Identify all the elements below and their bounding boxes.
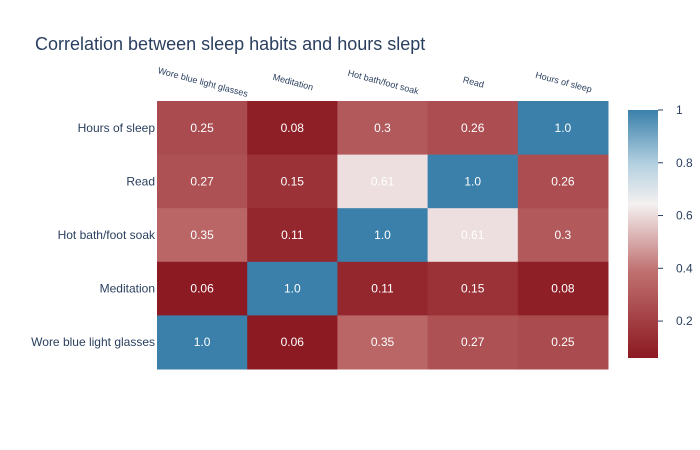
y-axis-tick-labels: Hours of sleep Read Hot bath/foot soak Medi… [31, 121, 156, 349]
heatmap-cell [337, 208, 429, 263]
chart-title: Correlation between sleep habits and hou… [35, 34, 425, 54]
x-tick-label: Wore blue light glasses [157, 65, 250, 99]
colorbar-tick-label: 1 [676, 103, 683, 117]
cell-value-label: 0.61 [461, 228, 485, 242]
y-tick-label: Read [126, 174, 155, 188]
cell-value-label: 0.08 [281, 121, 305, 135]
y-tick-label: Hot bath/foot soak [58, 228, 156, 242]
cell-value-label: 1.0 [374, 228, 391, 242]
colorbar-tick-label: 0.6 [676, 209, 693, 223]
x-tick-label: Hot bath/foot soak [347, 68, 421, 97]
colorbar-tick-label: 0.4 [676, 261, 693, 275]
y-tick-label: Meditation [100, 282, 155, 296]
cell-value-label: 0.3 [374, 121, 391, 135]
heatmap-cell [517, 208, 609, 263]
heatmap-cell [427, 101, 519, 156]
heatmap-cell [337, 315, 429, 370]
heatmap-cell [427, 208, 519, 263]
cell-value-label: 1.0 [555, 121, 572, 135]
colorbar-gradient [628, 110, 658, 358]
heatmap-cell [517, 154, 609, 209]
y-tick-label: Wore blue light glasses [31, 335, 155, 349]
cell-value-label: 1.0 [194, 335, 211, 349]
cell-value-label: 0.35 [190, 228, 214, 242]
colorbar-tick-label: 0.8 [676, 156, 693, 170]
heatmap-cell [157, 315, 248, 370]
cell-value-label: 0.25 [190, 121, 214, 135]
heatmap-cells: 0.25 0.08 0.3 0.26 1.0 0.27 0.15 0.61 1.0 0.26 0.3… [157, 101, 609, 370]
cell-value-label: 0.06 [190, 282, 214, 296]
cell-value-label: 0.26 [551, 174, 575, 188]
heatmap-cell [337, 154, 429, 209]
x-tick-label: Read [462, 74, 485, 89]
cell-value-label: 0.08 [551, 282, 575, 296]
heatmap-cell [517, 261, 609, 316]
cell-value-label: 0.15 [281, 174, 305, 188]
x-tick-label: Meditation [272, 72, 315, 92]
colorbar: 0.2 0.4 0.6 0.8 1 [628, 103, 693, 358]
heatmap-cell [157, 154, 248, 209]
cell-value-label: 0.25 [551, 335, 575, 349]
heatmap-cell [157, 101, 248, 156]
heatmap-cell [247, 208, 338, 263]
cell-value-label: 0.15 [461, 282, 485, 296]
x-tick-label: Hours of sleep [534, 70, 593, 95]
heatmap-cell [337, 101, 429, 156]
x-axis-tick-labels: Wore blue light glasses Meditation Hot bat… [157, 65, 593, 99]
heatmap-cell [427, 154, 519, 209]
heatmap-cell [337, 261, 429, 316]
cell-value-label: 0.11 [281, 228, 304, 242]
heatmap-cell [247, 101, 338, 156]
cell-value-label: 0.3 [555, 228, 572, 242]
heatmap-cell [427, 261, 519, 316]
cell-value-label: 0.27 [461, 335, 485, 349]
cell-value-label: 0.27 [190, 174, 214, 188]
colorbar-tick-label: 0.2 [676, 314, 693, 328]
heatmap-cell [157, 208, 248, 263]
cell-value-label: 0.06 [281, 335, 305, 349]
cell-value-label: 0.61 [371, 174, 395, 188]
heatmap-cell [517, 101, 609, 156]
cell-value-label: 0.35 [371, 335, 395, 349]
y-tick-label: Hours of sleep [78, 121, 156, 135]
cell-value-label: 0.11 [371, 282, 394, 296]
heatmap-cell [427, 315, 519, 370]
cell-value-label: 1.0 [464, 174, 481, 188]
heatmap-cell [247, 315, 338, 370]
heatmap-cell [157, 261, 248, 316]
cell-value-label: 0.26 [461, 121, 485, 135]
heatmap-cell [247, 154, 338, 209]
heatmap-cell [517, 315, 609, 370]
cell-value-label: 1.0 [284, 282, 301, 296]
heatmap-cell [247, 261, 338, 316]
